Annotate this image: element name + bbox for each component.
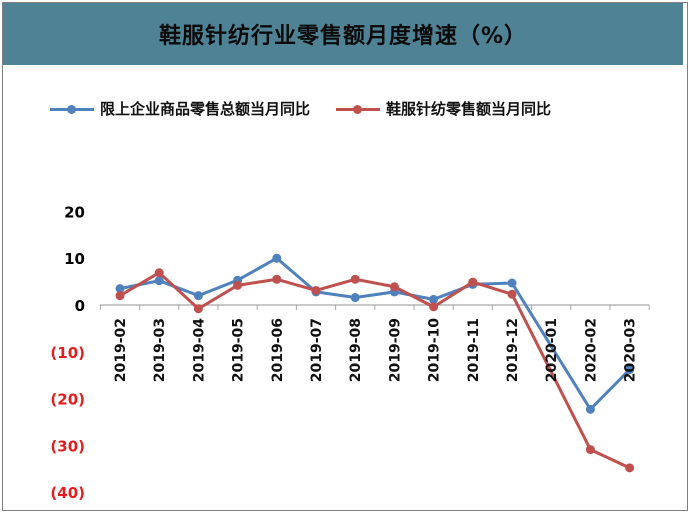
- x-tick-label: 2020-01: [544, 318, 560, 382]
- chart-legend: 限上企业商品零售总额当月同比 鞋服针纺零售额当月同比: [50, 98, 577, 119]
- series-2-point: [625, 463, 635, 473]
- series-2-point: [115, 291, 125, 301]
- series-1-point: [507, 278, 517, 288]
- chart-frame: [2, 2, 688, 511]
- x-tick-label: 2019-03: [152, 318, 168, 382]
- series-2-point: [272, 274, 282, 284]
- x-tick-label: 2019-02: [113, 318, 129, 382]
- legend-label-series-1: 限上企业商品零售总额当月同比: [100, 100, 311, 118]
- series-2-point: [233, 280, 243, 290]
- x-tick-label: 2019-06: [270, 318, 286, 382]
- y-tick-label: (10): [50, 344, 85, 362]
- y-tick-label: (20): [50, 391, 85, 409]
- series-1-point: [193, 291, 203, 301]
- x-tick-label: 2019-11: [466, 318, 482, 382]
- series-1-point: [115, 284, 125, 294]
- y-tick-label: 0: [75, 297, 85, 315]
- x-tick-label: 2019-12: [505, 318, 521, 382]
- x-tick-label: 2020-03: [623, 318, 639, 382]
- chart-title: 鞋服针纺行业零售额月度增速（%）: [158, 24, 528, 49]
- series-1-point: [625, 365, 635, 375]
- series-1-point: [585, 404, 595, 414]
- x-tick-label: 2019-08: [348, 318, 364, 382]
- series-1-point: [350, 293, 360, 303]
- series-2-point: [468, 277, 478, 287]
- legend-swatch-series-1: [50, 102, 94, 116]
- legend-swatch-series-2: [336, 102, 381, 116]
- y-tick-label: 10: [64, 250, 85, 268]
- x-tick-label: 2019-05: [231, 318, 247, 382]
- x-tick-label: 2019-04: [191, 318, 207, 383]
- series-2-point: [389, 282, 399, 292]
- series-1-point: [272, 253, 282, 263]
- legend-label-series-2: 鞋服针纺零售额当月同比: [386, 100, 552, 118]
- series-1-point: [154, 276, 164, 286]
- series-1-point: [429, 294, 439, 304]
- x-tick-label: 2019-09: [387, 318, 403, 382]
- y-tick-label: 20: [64, 203, 85, 221]
- series-2-point: [154, 268, 164, 278]
- chart-title-bar: 鞋服针纺行业零售额月度增速（%）: [3, 3, 683, 65]
- series-2-point: [585, 445, 595, 455]
- y-tick-label: (40): [50, 484, 85, 502]
- series-2-point: [507, 289, 517, 299]
- legend-item-series-2: 鞋服针纺零售额当月同比: [336, 98, 551, 119]
- series-2-point: [193, 304, 203, 314]
- legend-item-series-1: 限上企业商品零售总额当月同比: [50, 98, 310, 119]
- series-2-point: [350, 274, 360, 284]
- series-2-point: [311, 285, 321, 295]
- x-tick-label: 2019-10: [427, 318, 443, 383]
- series-2-point: [429, 302, 439, 312]
- x-tick-label: 2019-07: [309, 318, 325, 382]
- x-tick-label: 2020-02: [583, 318, 599, 382]
- y-tick-label: (30): [50, 437, 85, 455]
